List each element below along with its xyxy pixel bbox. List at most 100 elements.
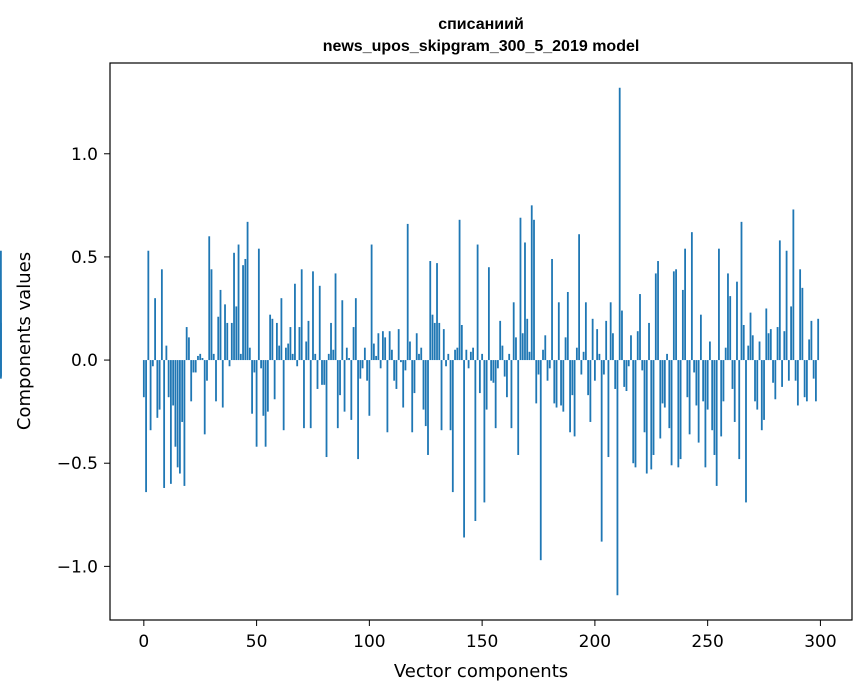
bar [584,302,587,361]
bar [715,360,718,486]
bar [375,355,378,361]
bar [745,360,747,503]
bar [817,318,820,361]
bar [469,351,472,361]
bar [472,347,474,361]
bar [499,320,502,361]
bar [483,360,486,503]
y-tick-label: 1.0 [71,145,98,165]
bar [515,337,517,361]
bar [792,209,795,361]
bar [548,360,551,369]
bar [564,337,567,361]
bar [176,360,179,468]
bar [361,360,364,369]
bar [442,329,445,361]
bar [445,360,447,367]
bar [582,351,585,361]
bar [709,341,711,361]
bar [339,360,341,396]
bar [239,353,242,361]
bar [575,347,578,361]
bar [695,360,698,406]
bar [560,360,562,406]
bar [675,269,677,361]
bar [253,360,256,373]
bar [562,360,565,412]
bar [251,360,253,414]
bar [474,360,477,521]
bar [192,360,195,373]
bar [300,269,303,361]
bar [366,360,368,381]
bar [503,360,506,377]
bar [812,360,815,379]
bar [393,360,396,381]
bar [542,349,544,361]
bar [591,318,594,361]
bars-group [0,87,820,596]
bar [553,360,556,404]
bar [573,360,576,437]
bar [275,322,278,361]
bar [711,360,714,431]
bar [260,360,262,369]
bar [206,360,208,381]
x-axis-label: Vector components [394,661,568,682]
bar [332,349,335,361]
bar [341,300,344,361]
x-tick-label: 100 [353,632,385,652]
bar [815,360,817,402]
bar [740,221,743,361]
bar [221,360,224,408]
bar [282,360,285,431]
bar [388,331,391,361]
bar [616,360,619,596]
bar [323,360,326,385]
bar [246,221,249,361]
x-tick-label: 200 [579,632,611,652]
bar [627,360,630,367]
bar [566,291,569,361]
bar [321,360,323,385]
bar [526,318,529,361]
bar [785,250,788,361]
bar [512,302,515,361]
bar [688,360,691,435]
bar [427,360,429,455]
bar [269,314,272,361]
bar [429,261,432,361]
bar [699,314,702,361]
bar [679,360,682,460]
bar [539,360,542,561]
bar [278,345,281,361]
bar [533,219,535,361]
bar [794,360,797,381]
bar [248,347,251,361]
bar [742,325,745,361]
y-tick-label: −1.0 [57,557,98,577]
bar [492,360,495,383]
bar [487,267,490,361]
bar [354,298,357,361]
bar [386,360,389,433]
bar [485,360,488,410]
bar [659,360,662,439]
bar [731,360,734,389]
bar [188,337,190,361]
bar [303,360,305,429]
bar [309,360,312,429]
bar [257,248,260,361]
bar [343,360,346,412]
bar [438,322,441,361]
bar [418,353,420,361]
bar [296,360,299,367]
bar [551,258,553,361]
bar [603,360,605,375]
bar [0,250,2,361]
bar [145,360,147,493]
chart-title: списаниий [438,16,524,33]
bar [598,353,601,361]
bar [736,281,738,361]
